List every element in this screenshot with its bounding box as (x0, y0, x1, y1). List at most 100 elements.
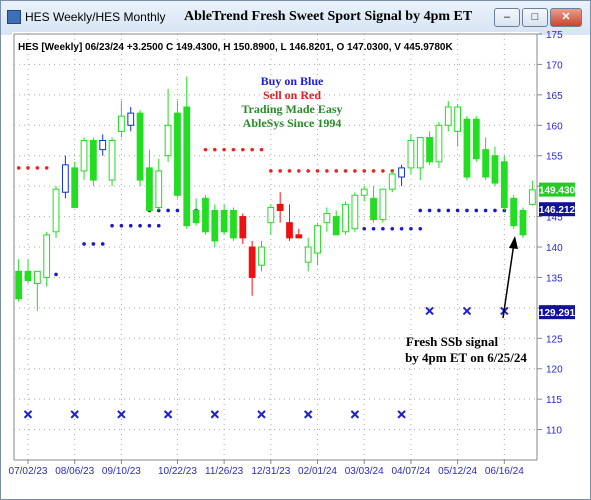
x-marker (462, 306, 472, 316)
buy-stop-dot (147, 223, 152, 228)
buy-stop-dot (418, 208, 423, 213)
sell-stop-dot (371, 169, 376, 173)
minimize-button[interactable]: – (494, 8, 520, 27)
candle-body (155, 170, 163, 208)
candle-body (435, 124, 443, 163)
window-title: HES Weekly/HES Monthly (25, 10, 166, 24)
candle-body (33, 270, 41, 285)
x-tick-label: 12/31/23 (251, 466, 290, 477)
buy-stop-dot (110, 223, 114, 228)
y-tick-label: 165 (546, 91, 563, 102)
sell-stop-dot (362, 169, 367, 173)
x-marker (163, 410, 173, 419)
x-marker (23, 410, 33, 419)
x-marker (117, 410, 126, 419)
buy-stop-dot (138, 223, 142, 228)
buy-stop-dot (381, 226, 385, 231)
sell-stop-dot (381, 169, 385, 173)
x-tick-label: 06/16/24 (485, 466, 524, 477)
sell-stop-dot (222, 147, 226, 152)
sell-stop-dot (44, 166, 49, 170)
candle-body (61, 164, 69, 193)
buy-stop-dot (175, 208, 180, 213)
legend-trading: Trading Made Easy (241, 102, 342, 116)
buy-stop-dot (82, 242, 86, 246)
candle-body (71, 167, 79, 208)
x-marker (210, 410, 220, 419)
sell-stop-dot (278, 169, 282, 173)
buy-stop-dot (399, 226, 404, 231)
buy-stop-dot (390, 226, 395, 231)
x-tick-label: 03/03/24 (345, 466, 384, 477)
buy-stop-dot (91, 242, 96, 246)
sell-stop-dot (203, 147, 208, 152)
y-tick-label: 170 (546, 60, 563, 71)
sell-stop-dot (353, 169, 357, 173)
x-marker (425, 306, 434, 316)
x-tick-label: 02/01/24 (298, 466, 337, 477)
chart-text: HES [Weekly] 06/23/24 +3.2500 C 149.4300… (18, 42, 527, 365)
x-tick-label: 09/10/23 (102, 466, 141, 477)
sell-stop-dot (287, 169, 292, 173)
buy-stop-dot (100, 242, 105, 246)
buy-stop-dot (128, 223, 133, 228)
sell-stop-dot (231, 147, 236, 152)
buy-stop-dot (362, 226, 367, 231)
candle-body (192, 209, 200, 224)
candle-body (360, 188, 368, 196)
sell-stop-dot (26, 166, 30, 170)
buy-stop-dot (54, 272, 58, 277)
candle-body (183, 106, 191, 227)
annotation-arrowhead (509, 236, 518, 249)
candle-body (248, 246, 256, 278)
candle-body (43, 234, 51, 278)
buy-stop-dot (156, 223, 161, 228)
candle-body (332, 216, 340, 236)
x-tick-label: 08/06/23 (55, 466, 94, 477)
candle-body (164, 124, 172, 157)
y-tick-label: 115 (546, 395, 562, 406)
sell-stop-dot (212, 147, 217, 152)
chart-app-icon (7, 10, 21, 24)
buy-stop-dot (465, 208, 469, 213)
buy-stop-dot (409, 226, 413, 231)
buy-stop-dot (474, 208, 479, 213)
candle-body (444, 106, 452, 126)
candle-body (351, 194, 359, 230)
close-button[interactable]: ✕ (550, 8, 582, 27)
buy-stop-dot (119, 223, 124, 228)
legend-sell: Sell on Red (263, 88, 321, 102)
maximize-button[interactable]: □ (522, 8, 548, 27)
candle-body (323, 213, 331, 224)
sell-stop-dot (250, 147, 254, 152)
candle-body (24, 270, 32, 281)
candle-body (220, 209, 228, 233)
title-bar[interactable]: HES Weekly/HES Monthly AbleTrend Fresh S… (1, 1, 590, 35)
y-tick-label: 160 (546, 121, 563, 132)
candle-body (286, 222, 293, 239)
x-marker (350, 410, 360, 419)
y-tick-label: 110 (546, 426, 562, 437)
candle-body (52, 188, 60, 233)
sell-stop-dot (343, 169, 348, 173)
legend-buy: Buy on Blue (261, 74, 324, 88)
candle-body (304, 246, 312, 263)
y-tick-label: 155 (546, 152, 563, 163)
candle-body (239, 216, 247, 239)
buy-stop-dot (166, 208, 170, 213)
x-tick-label: 05/12/24 (438, 466, 477, 477)
candle-body (407, 140, 415, 169)
candle-body (99, 140, 107, 151)
candle-body (398, 167, 405, 178)
price-box (539, 202, 575, 217)
sell-stop-dot (259, 147, 264, 152)
candle-body (267, 206, 275, 224)
y-tick-label: 140 (546, 243, 563, 254)
candle-body (370, 197, 377, 221)
x-marker (257, 410, 266, 419)
sell-stop-dot (16, 166, 21, 170)
x-tick-label: 07/02/23 (9, 466, 48, 477)
candle-body (136, 112, 144, 181)
candle-body (174, 112, 181, 196)
